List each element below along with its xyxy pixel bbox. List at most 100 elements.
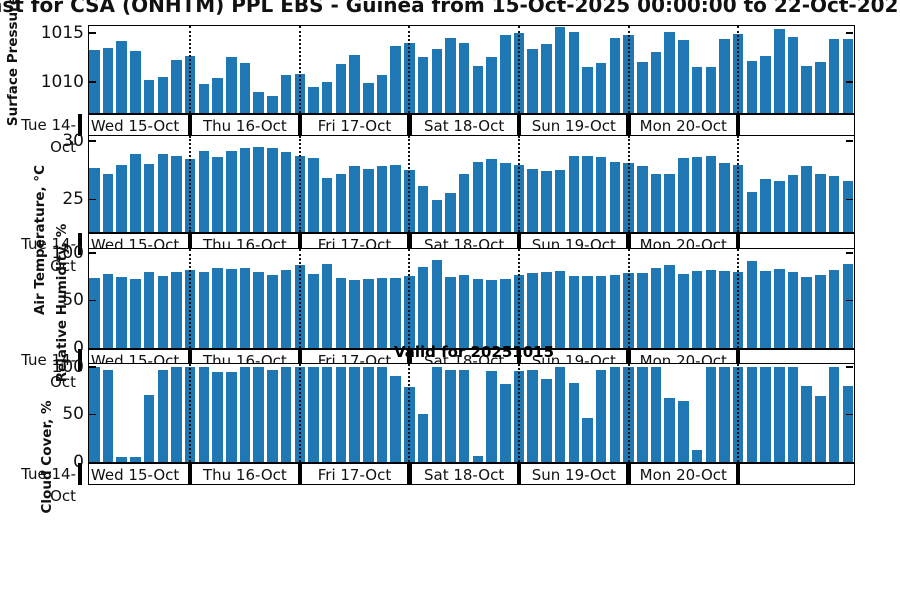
- relative-humidity-bar: [815, 274, 826, 348]
- y-tick-label: 25: [62, 189, 84, 210]
- relative-humidity-bar: [116, 276, 127, 348]
- midnight-gridline: [408, 249, 411, 348]
- y-tick: [846, 299, 853, 302]
- air-temperature-bar: [417, 186, 429, 232]
- air-temperature-bar: [787, 174, 799, 232]
- cloud-cover-bar: [541, 379, 552, 462]
- midnight-gridline: [189, 26, 192, 113]
- day-tick: [77, 463, 83, 485]
- air-temperature-bar: [500, 162, 511, 232]
- midnight-gridline: [737, 249, 740, 348]
- relative-humidity-bar: [637, 272, 648, 348]
- y-tick: [846, 81, 853, 83]
- relative-humidity-bar: [650, 268, 662, 348]
- surface-pressure-bar: [171, 60, 182, 113]
- y-tick-label: 50: [62, 290, 84, 311]
- cloud-cover-bar: [157, 369, 168, 462]
- relative-humidity-bar: [664, 265, 675, 348]
- y-tick-label: 100: [51, 242, 84, 263]
- day-tick: [626, 463, 631, 485]
- day-label: Thu 16-Oct: [202, 466, 287, 484]
- x-left-edge-label: Tue 14-Oct: [21, 465, 76, 505]
- relative-humidity-bar: [417, 267, 429, 348]
- midnight-gridline: [517, 136, 520, 232]
- air-temperature-bar: [842, 180, 853, 232]
- y-tick: [846, 252, 853, 254]
- day-label: Sat 18-Oct: [423, 117, 505, 135]
- surface-pressure-bar: [691, 67, 703, 113]
- day-tick: [77, 233, 83, 255]
- air-temperature-bar: [705, 155, 716, 232]
- cloud-cover-bar: [691, 449, 703, 462]
- air-temperature-bar: [171, 155, 182, 232]
- air-temperature-bar: [308, 158, 319, 232]
- surface-pressure-plot: [88, 25, 855, 114]
- y-tick: [89, 81, 96, 83]
- surface-pressure-bar: [417, 57, 429, 113]
- cloud-cover-bar: [609, 366, 621, 462]
- midnight-gridline: [517, 26, 520, 113]
- y-tick: [846, 32, 853, 34]
- air-temperature-bar: [609, 161, 621, 232]
- day-tick: [187, 233, 193, 255]
- day-tick: [516, 114, 522, 136]
- y-tick-label: 50: [62, 404, 84, 425]
- x-left-edge-label: Tue 14-Oct: [21, 235, 76, 275]
- air-temperature-bar: [472, 161, 484, 232]
- relative-humidity-bar: [130, 278, 141, 348]
- surface-pressure-bar: [787, 36, 799, 113]
- midnight-gridline: [408, 136, 411, 232]
- relative-humidity-bar: [349, 279, 360, 348]
- relative-humidity-bar: [390, 277, 401, 348]
- day-tick: [735, 349, 741, 371]
- y-tick: [89, 32, 96, 34]
- air-temperature-bar: [582, 155, 593, 232]
- relative-humidity-bar: [691, 270, 703, 348]
- air-temperature-bar: [774, 180, 785, 232]
- relative-humidity-bar: [226, 269, 237, 348]
- y-tick-label: 1010: [40, 71, 84, 92]
- valid-for-label: Valid for 20251015: [393, 343, 555, 361]
- day-tick: [626, 233, 631, 255]
- day-tick: [407, 233, 412, 255]
- air-temperature-bar: [431, 200, 442, 232]
- relative-humidity-bar: [582, 275, 593, 348]
- y-tick: [89, 252, 96, 254]
- air-temperature-bar: [267, 147, 278, 232]
- air-temperature-bar: [335, 173, 347, 232]
- cloud-cover-bar: [568, 383, 579, 462]
- air-temperature-bar: [719, 162, 730, 232]
- air-temperature-bar: [102, 173, 114, 232]
- air-temperature-bar: [637, 166, 648, 232]
- cloud-cover-bar: [280, 366, 292, 462]
- day-tick: [297, 233, 303, 255]
- air-temperature-bar: [815, 173, 826, 232]
- air-temperature-bar: [678, 158, 689, 232]
- y-tick: [89, 413, 96, 416]
- y-tick: [846, 140, 853, 142]
- relative-humidity-bar: [595, 275, 607, 348]
- cloud-cover-bar: [678, 401, 689, 462]
- relative-humidity-bar: [239, 268, 251, 348]
- relative-humidity-bar: [746, 261, 758, 348]
- day-tick: [77, 349, 83, 371]
- midnight-gridline: [408, 26, 411, 113]
- relative-humidity-bar: [472, 278, 484, 348]
- y-tick: [846, 461, 853, 463]
- cloud-cover-bar: [637, 366, 648, 462]
- y-tick: [89, 366, 96, 368]
- relative-humidity-bar: [363, 278, 374, 348]
- surface-pressure-bar: [431, 48, 442, 113]
- air-temperature-bar: [390, 165, 401, 232]
- midnight-gridline: [298, 26, 301, 113]
- surface-pressure-day-axis: Wed 15-Oct Thu 16-Oct Fri 17-Oct Sat 18-Oct…: [77, 114, 855, 136]
- surface-pressure-bar: [349, 55, 360, 113]
- cloud-cover-bar: [554, 366, 566, 462]
- day-tick: [516, 233, 522, 255]
- surface-pressure-bar: [815, 62, 826, 113]
- surface-pressure-bar: [212, 77, 223, 113]
- air-temperature-bar: [280, 152, 292, 232]
- midnight-gridline: [517, 249, 520, 348]
- y-tick: [89, 347, 96, 349]
